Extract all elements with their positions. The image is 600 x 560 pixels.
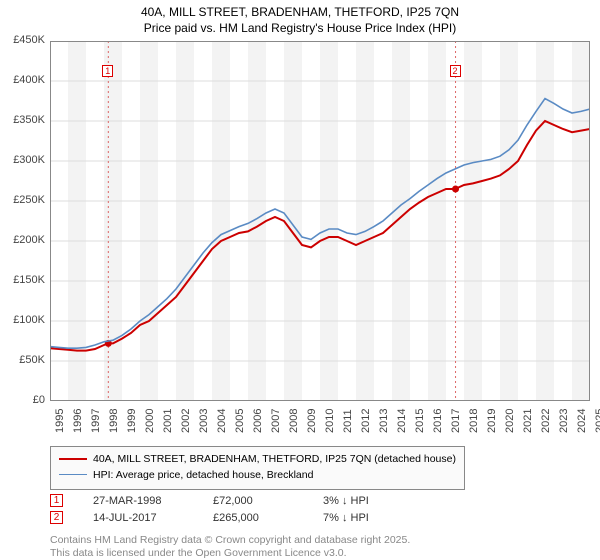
x-tick-label: 2000 bbox=[144, 409, 156, 433]
x-tick-label: 1999 bbox=[126, 409, 138, 433]
marker-badge-1: 1 bbox=[102, 65, 113, 77]
sale-date: 14-JUL-2017 bbox=[93, 512, 183, 524]
y-tick-label: £400K bbox=[5, 74, 45, 86]
x-tick-label: 2014 bbox=[396, 409, 408, 433]
x-tick-label: 1997 bbox=[90, 409, 102, 433]
chart-area: £0 £50K £100K £150K £200K £250K £300K £350K £400… bbox=[5, 36, 595, 436]
sale-price: £265,000 bbox=[213, 512, 293, 524]
x-tick-label: 2015 bbox=[414, 409, 426, 433]
x-tick-label: 2002 bbox=[180, 409, 192, 433]
sale-row-2: 2 14-JUL-2017 £265,000 7% ↓ HPI bbox=[50, 511, 403, 524]
x-tick-label: 2007 bbox=[270, 409, 282, 433]
legend-text: HPI: Average price, detached house, Brec… bbox=[93, 469, 313, 481]
y-tick-label: £200K bbox=[5, 234, 45, 246]
legend-item: 40A, MILL STREET, BRADENHAM, THETFORD, I… bbox=[59, 452, 456, 468]
x-tick-label: 2023 bbox=[558, 409, 570, 433]
x-tick-label: 1995 bbox=[54, 409, 66, 433]
sale-diff: 3% ↓ HPI bbox=[323, 495, 403, 507]
x-tick-label: 2022 bbox=[540, 409, 552, 433]
x-tick-label: 2019 bbox=[486, 409, 498, 433]
title-line2: Price paid vs. HM Land Registry's House … bbox=[0, 20, 600, 36]
y-tick-label: £150K bbox=[5, 274, 45, 286]
x-tick-label: 2008 bbox=[288, 409, 300, 433]
legend-text: 40A, MILL STREET, BRADENHAM, THETFORD, I… bbox=[93, 453, 456, 465]
x-tick-label: 2003 bbox=[198, 409, 210, 433]
plot-svg bbox=[50, 41, 590, 401]
sale-price: £72,000 bbox=[213, 495, 293, 507]
sale-row-1: 1 27-MAR-1998 £72,000 3% ↓ HPI bbox=[50, 494, 403, 507]
x-tick-label: 2001 bbox=[162, 409, 174, 433]
x-tick-label: 2017 bbox=[450, 409, 462, 433]
y-tick-label: £300K bbox=[5, 154, 45, 166]
x-tick-label: 2011 bbox=[342, 410, 354, 434]
x-tick-label: 1996 bbox=[72, 409, 84, 433]
x-tick-label: 2009 bbox=[306, 409, 318, 433]
legend-item: HPI: Average price, detached house, Brec… bbox=[59, 468, 456, 484]
x-tick-label: 2016 bbox=[432, 409, 444, 433]
y-tick-label: £100K bbox=[5, 314, 45, 326]
x-tick-label: 2012 bbox=[360, 409, 372, 433]
x-tick-label: 2024 bbox=[576, 409, 588, 433]
sale-date: 27-MAR-1998 bbox=[93, 495, 183, 507]
x-tick-label: 2006 bbox=[252, 409, 264, 433]
sales-table: 1 27-MAR-1998 £72,000 3% ↓ HPI 2 14-JUL-… bbox=[50, 494, 403, 528]
footer-line1: Contains HM Land Registry data © Crown c… bbox=[50, 534, 410, 547]
x-tick-label: 2010 bbox=[324, 409, 336, 433]
x-tick-label: 2005 bbox=[234, 409, 246, 433]
x-tick-label: 2021 bbox=[522, 409, 534, 433]
x-tick-label: 2020 bbox=[504, 409, 516, 433]
chart-title: 40A, MILL STREET, BRADENHAM, THETFORD, I… bbox=[0, 0, 600, 36]
y-tick-label: £50K bbox=[5, 354, 45, 366]
y-tick-label: £450K bbox=[5, 34, 45, 46]
x-tick-label: 2013 bbox=[378, 409, 390, 433]
attribution: Contains HM Land Registry data © Crown c… bbox=[50, 534, 410, 560]
legend: 40A, MILL STREET, BRADENHAM, THETFORD, I… bbox=[50, 446, 465, 490]
title-line1: 40A, MILL STREET, BRADENHAM, THETFORD, I… bbox=[0, 4, 600, 20]
marker-badge-2: 2 bbox=[450, 65, 461, 77]
x-tick-label: 1998 bbox=[108, 409, 120, 433]
sale-diff: 7% ↓ HPI bbox=[323, 512, 403, 524]
x-tick-label: 2004 bbox=[216, 409, 228, 433]
marker-badge-2: 2 bbox=[50, 511, 63, 524]
marker-badge-1: 1 bbox=[50, 494, 63, 507]
y-tick-label: £0 bbox=[5, 394, 45, 406]
y-tick-label: £350K bbox=[5, 114, 45, 126]
y-tick-label: £250K bbox=[5, 194, 45, 206]
footer-line2: This data is licensed under the Open Gov… bbox=[50, 547, 410, 560]
x-tick-label: 2018 bbox=[468, 409, 480, 433]
x-tick-label: 2025 bbox=[594, 409, 600, 433]
